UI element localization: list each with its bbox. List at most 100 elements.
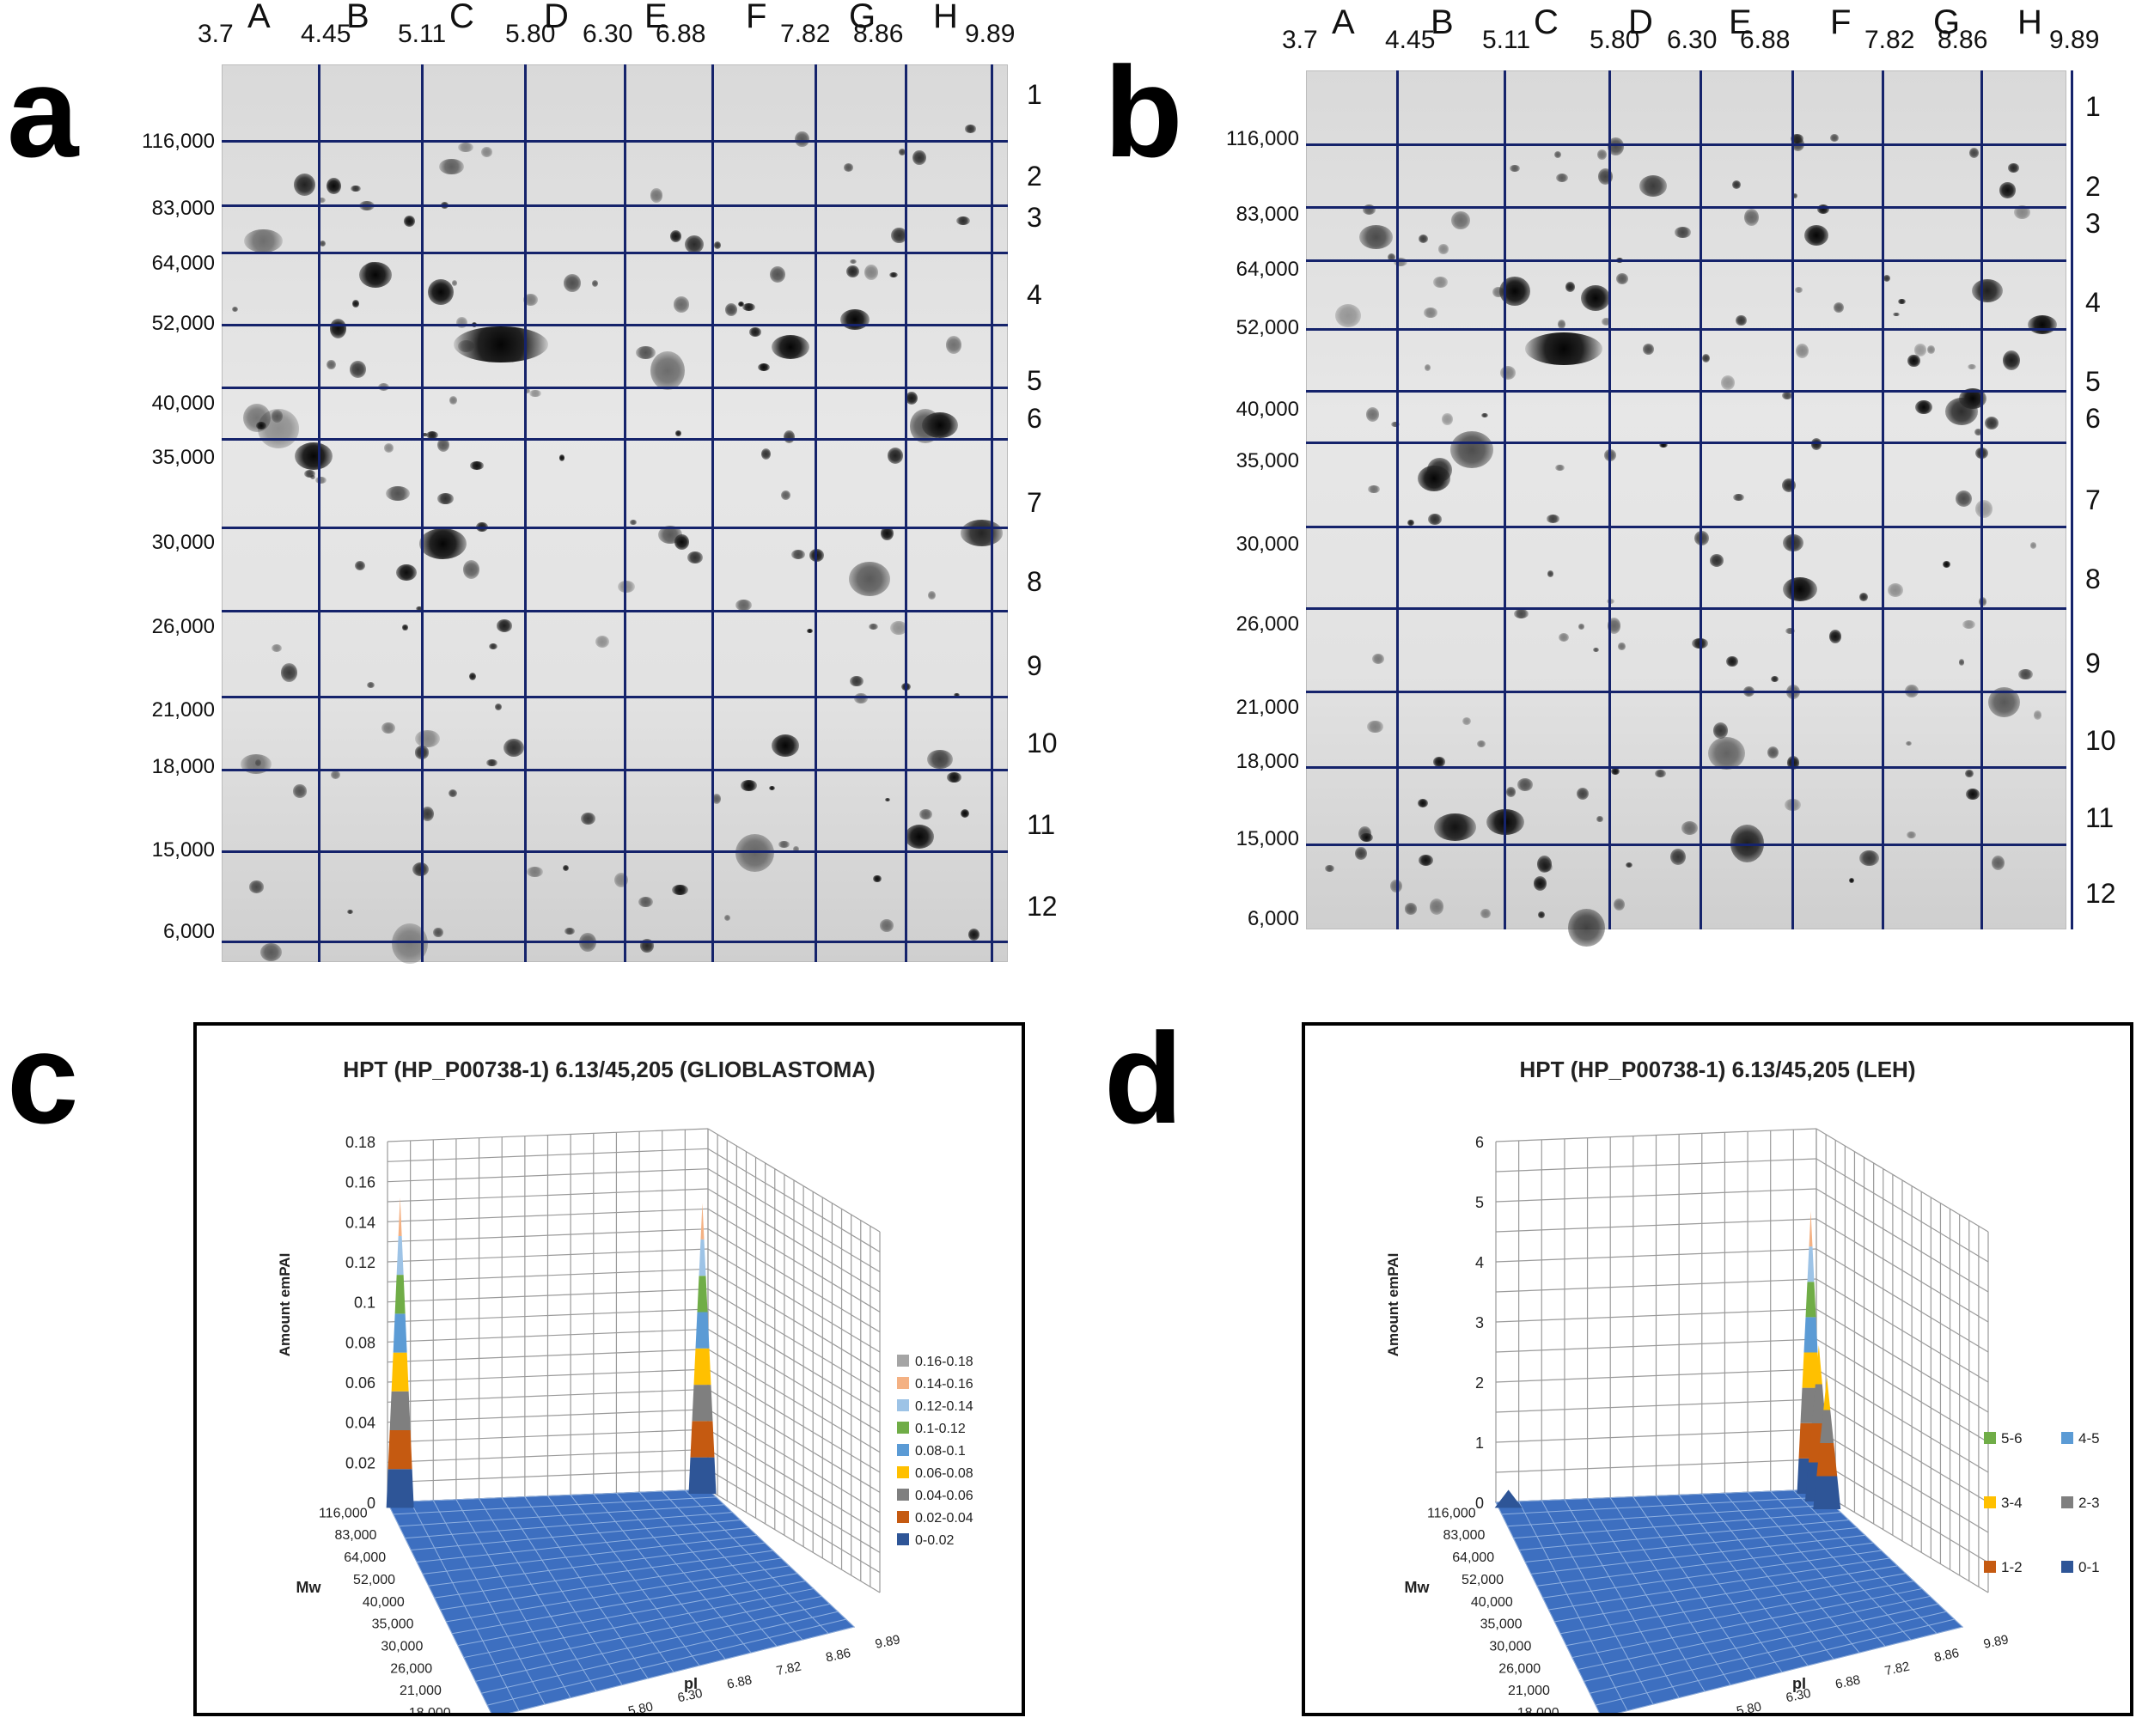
wall-gridline [707, 1409, 881, 1514]
protein-spot-major [1525, 332, 1602, 365]
protein-spot [564, 928, 576, 935]
surface-gridline [1513, 1512, 1841, 1539]
protein-spot [403, 216, 415, 227]
z-tick-label: 0.08 [345, 1334, 375, 1351]
gel-grid-hline [1306, 143, 2066, 146]
protein-spot-major [295, 442, 333, 470]
protein-spot [954, 693, 960, 697]
panel-label-a: a [7, 40, 79, 184]
gel-grid-vline [421, 64, 424, 962]
ph-label: 4.45 [301, 20, 351, 48]
gel-grid-vline [1396, 70, 1399, 929]
z-tick-label: 4 [1475, 1254, 1484, 1271]
x-tick-label: 6.88 [726, 1672, 754, 1692]
column-label: B [1431, 3, 1454, 41]
surface-gridline [1578, 1595, 1931, 1670]
protein-spot [1967, 363, 1976, 370]
protein-spot [1546, 514, 1560, 523]
protein-spot [761, 448, 772, 460]
protein-spot [1743, 209, 1759, 227]
ph-label: 5.11 [398, 20, 447, 48]
surface-peak [393, 1313, 407, 1353]
z-axis-label: Amount emPAI [277, 1253, 293, 1357]
protein-spot [1423, 308, 1437, 318]
protein-spot-major [2028, 315, 2057, 334]
surface-peak [1802, 1352, 1820, 1388]
mw-label: 83,000 [1236, 203, 1299, 226]
mw-label: 18,000 [1236, 750, 1299, 773]
gel-grid-hline [1306, 259, 2066, 262]
legend-label: 0.16-0.18 [915, 1355, 973, 1369]
mw-label: 64,000 [151, 252, 215, 275]
wall-gridline [1816, 1398, 1989, 1503]
legend-label: 3-4 [2001, 1495, 2023, 1511]
protein-spot [670, 230, 682, 243]
ph-label: 6.88 [656, 20, 706, 48]
protein-spot [1537, 911, 1545, 919]
panel-label-c: c [7, 1006, 79, 1150]
wall-gridline [1816, 1368, 1989, 1473]
protein-spot [457, 142, 474, 153]
gel-background [222, 64, 1008, 962]
protein-spot [793, 845, 799, 853]
gel-grid-hline [222, 769, 1008, 771]
surface-peak [394, 1275, 406, 1314]
gel-grid-hline [222, 941, 1008, 943]
z-tick-label: 0.1 [354, 1294, 375, 1312]
gel-grid-vline [815, 64, 817, 962]
protein-spot [638, 896, 653, 907]
surface-peak [1805, 1282, 1816, 1318]
gel-grid-hline [1306, 328, 2066, 331]
protein-spot [1450, 430, 1494, 469]
protein-spot [562, 865, 569, 872]
protein-spot-major [359, 262, 392, 288]
protein-spot [1555, 465, 1565, 472]
surface-peak [692, 1385, 713, 1422]
mw-label: 6,000 [1247, 907, 1299, 930]
protein-spot [412, 862, 430, 877]
protein-spot [1965, 788, 1980, 801]
gel-grid-hline [222, 140, 1008, 143]
protein-spot [629, 520, 638, 525]
y-tick-label: 18,000 [1517, 1706, 1559, 1713]
column-label: G [1933, 3, 1961, 41]
x-tick-label: 6.30 [676, 1686, 704, 1706]
protein-spot [1547, 570, 1553, 577]
protein-spot [352, 300, 359, 308]
protein-spot [1593, 647, 1599, 652]
surface-gridline [463, 1588, 814, 1659]
protein-spot [1907, 831, 1917, 839]
protein-spot [784, 429, 796, 443]
wall-gridline [387, 1448, 709, 1463]
wall-gridline [1816, 1338, 1989, 1443]
surface-peak [1809, 1210, 1813, 1247]
protein-spot [1956, 490, 1973, 507]
wall-gridline [1495, 1128, 1817, 1142]
y-tick-label: 30,000 [381, 1640, 423, 1654]
row-label: 12 [2085, 878, 2116, 909]
protein-spot [468, 672, 476, 681]
protein-spot [1417, 798, 1428, 808]
surface-gridline [411, 1520, 741, 1551]
legend-label: 1-2 [2001, 1559, 2023, 1575]
surface-gridline [1571, 1588, 1922, 1659]
protein-spot [256, 421, 266, 429]
protein-spot [1533, 875, 1547, 892]
ph-label: 5.80 [505, 20, 556, 48]
protein-spot [1429, 898, 1444, 915]
protein-spot-major [840, 309, 870, 330]
wall-gridline [1816, 1489, 1989, 1593]
protein-spot [319, 240, 326, 247]
row-label: 3 [1027, 202, 1042, 233]
gel-grid-vline [1700, 70, 1702, 929]
surface-peak [1815, 1345, 1822, 1385]
protein-spot [748, 327, 762, 337]
protein-spot [385, 486, 411, 502]
protein-spot [1578, 624, 1584, 630]
x-tick-label: 7.82 [1883, 1659, 1911, 1678]
gel-grid-vline [2071, 70, 2073, 929]
row-label: 7 [1027, 487, 1042, 518]
protein-spot [1781, 391, 1793, 399]
protein-spot [1596, 815, 1604, 823]
wall-gridline [707, 1288, 881, 1393]
